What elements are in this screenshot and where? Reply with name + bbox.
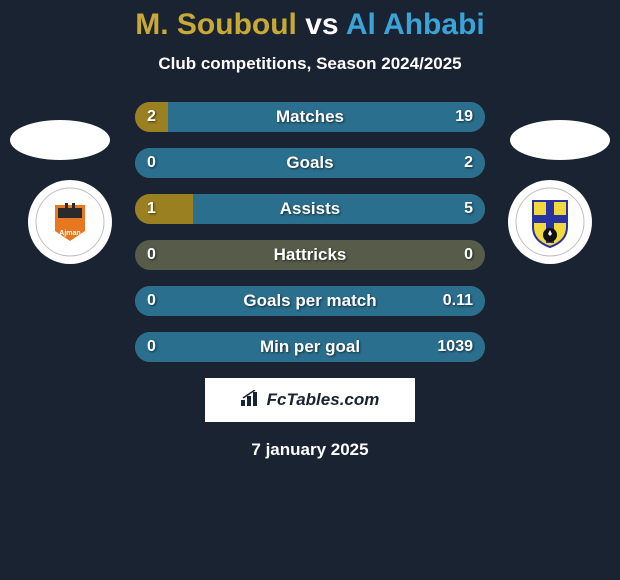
player1-club-badge: Ajman bbox=[28, 180, 112, 264]
stat-row: 219Matches bbox=[135, 102, 485, 132]
svg-text:Ajman: Ajman bbox=[59, 230, 80, 237]
player2-name: Al Ahbabi bbox=[346, 8, 485, 41]
stat-row: 00.11Goals per match bbox=[135, 286, 485, 316]
stat-label: Goals bbox=[135, 148, 485, 178]
date-text: 7 january 2025 bbox=[0, 440, 620, 460]
subtitle: Club competitions, Season 2024/2025 bbox=[0, 54, 620, 74]
stat-label: Min per goal bbox=[135, 332, 485, 362]
player2-club-badge bbox=[508, 180, 592, 264]
comparison-infographic: M. Souboul vs Al Ahbabi Club competition… bbox=[0, 0, 620, 460]
stat-label: Assists bbox=[135, 194, 485, 224]
stat-row: 15Assists bbox=[135, 194, 485, 224]
chart-icon bbox=[241, 390, 261, 411]
stats-panel: 219Matches 02Goals 15Assists 00Hattricks 00.… bbox=[135, 102, 485, 362]
stat-label: Goals per match bbox=[135, 286, 485, 316]
player1-avatar bbox=[10, 120, 110, 160]
vs-separator: vs bbox=[297, 8, 346, 41]
stat-row: 02Goals bbox=[135, 148, 485, 178]
player1-name: M. Souboul bbox=[135, 8, 297, 41]
club-badge-left-icon: Ajman bbox=[35, 187, 105, 257]
brand-text: FcTables.com bbox=[267, 390, 380, 410]
club-badge-right-icon bbox=[515, 187, 585, 257]
stat-row: 00Hattricks bbox=[135, 240, 485, 270]
stat-label: Hattricks bbox=[135, 240, 485, 270]
brand-badge: FcTables.com bbox=[205, 378, 415, 422]
page-title: M. Souboul vs Al Ahbabi bbox=[0, 8, 620, 42]
stat-row: 01039Min per goal bbox=[135, 332, 485, 362]
player2-avatar bbox=[510, 120, 610, 160]
stat-label: Matches bbox=[135, 102, 485, 132]
